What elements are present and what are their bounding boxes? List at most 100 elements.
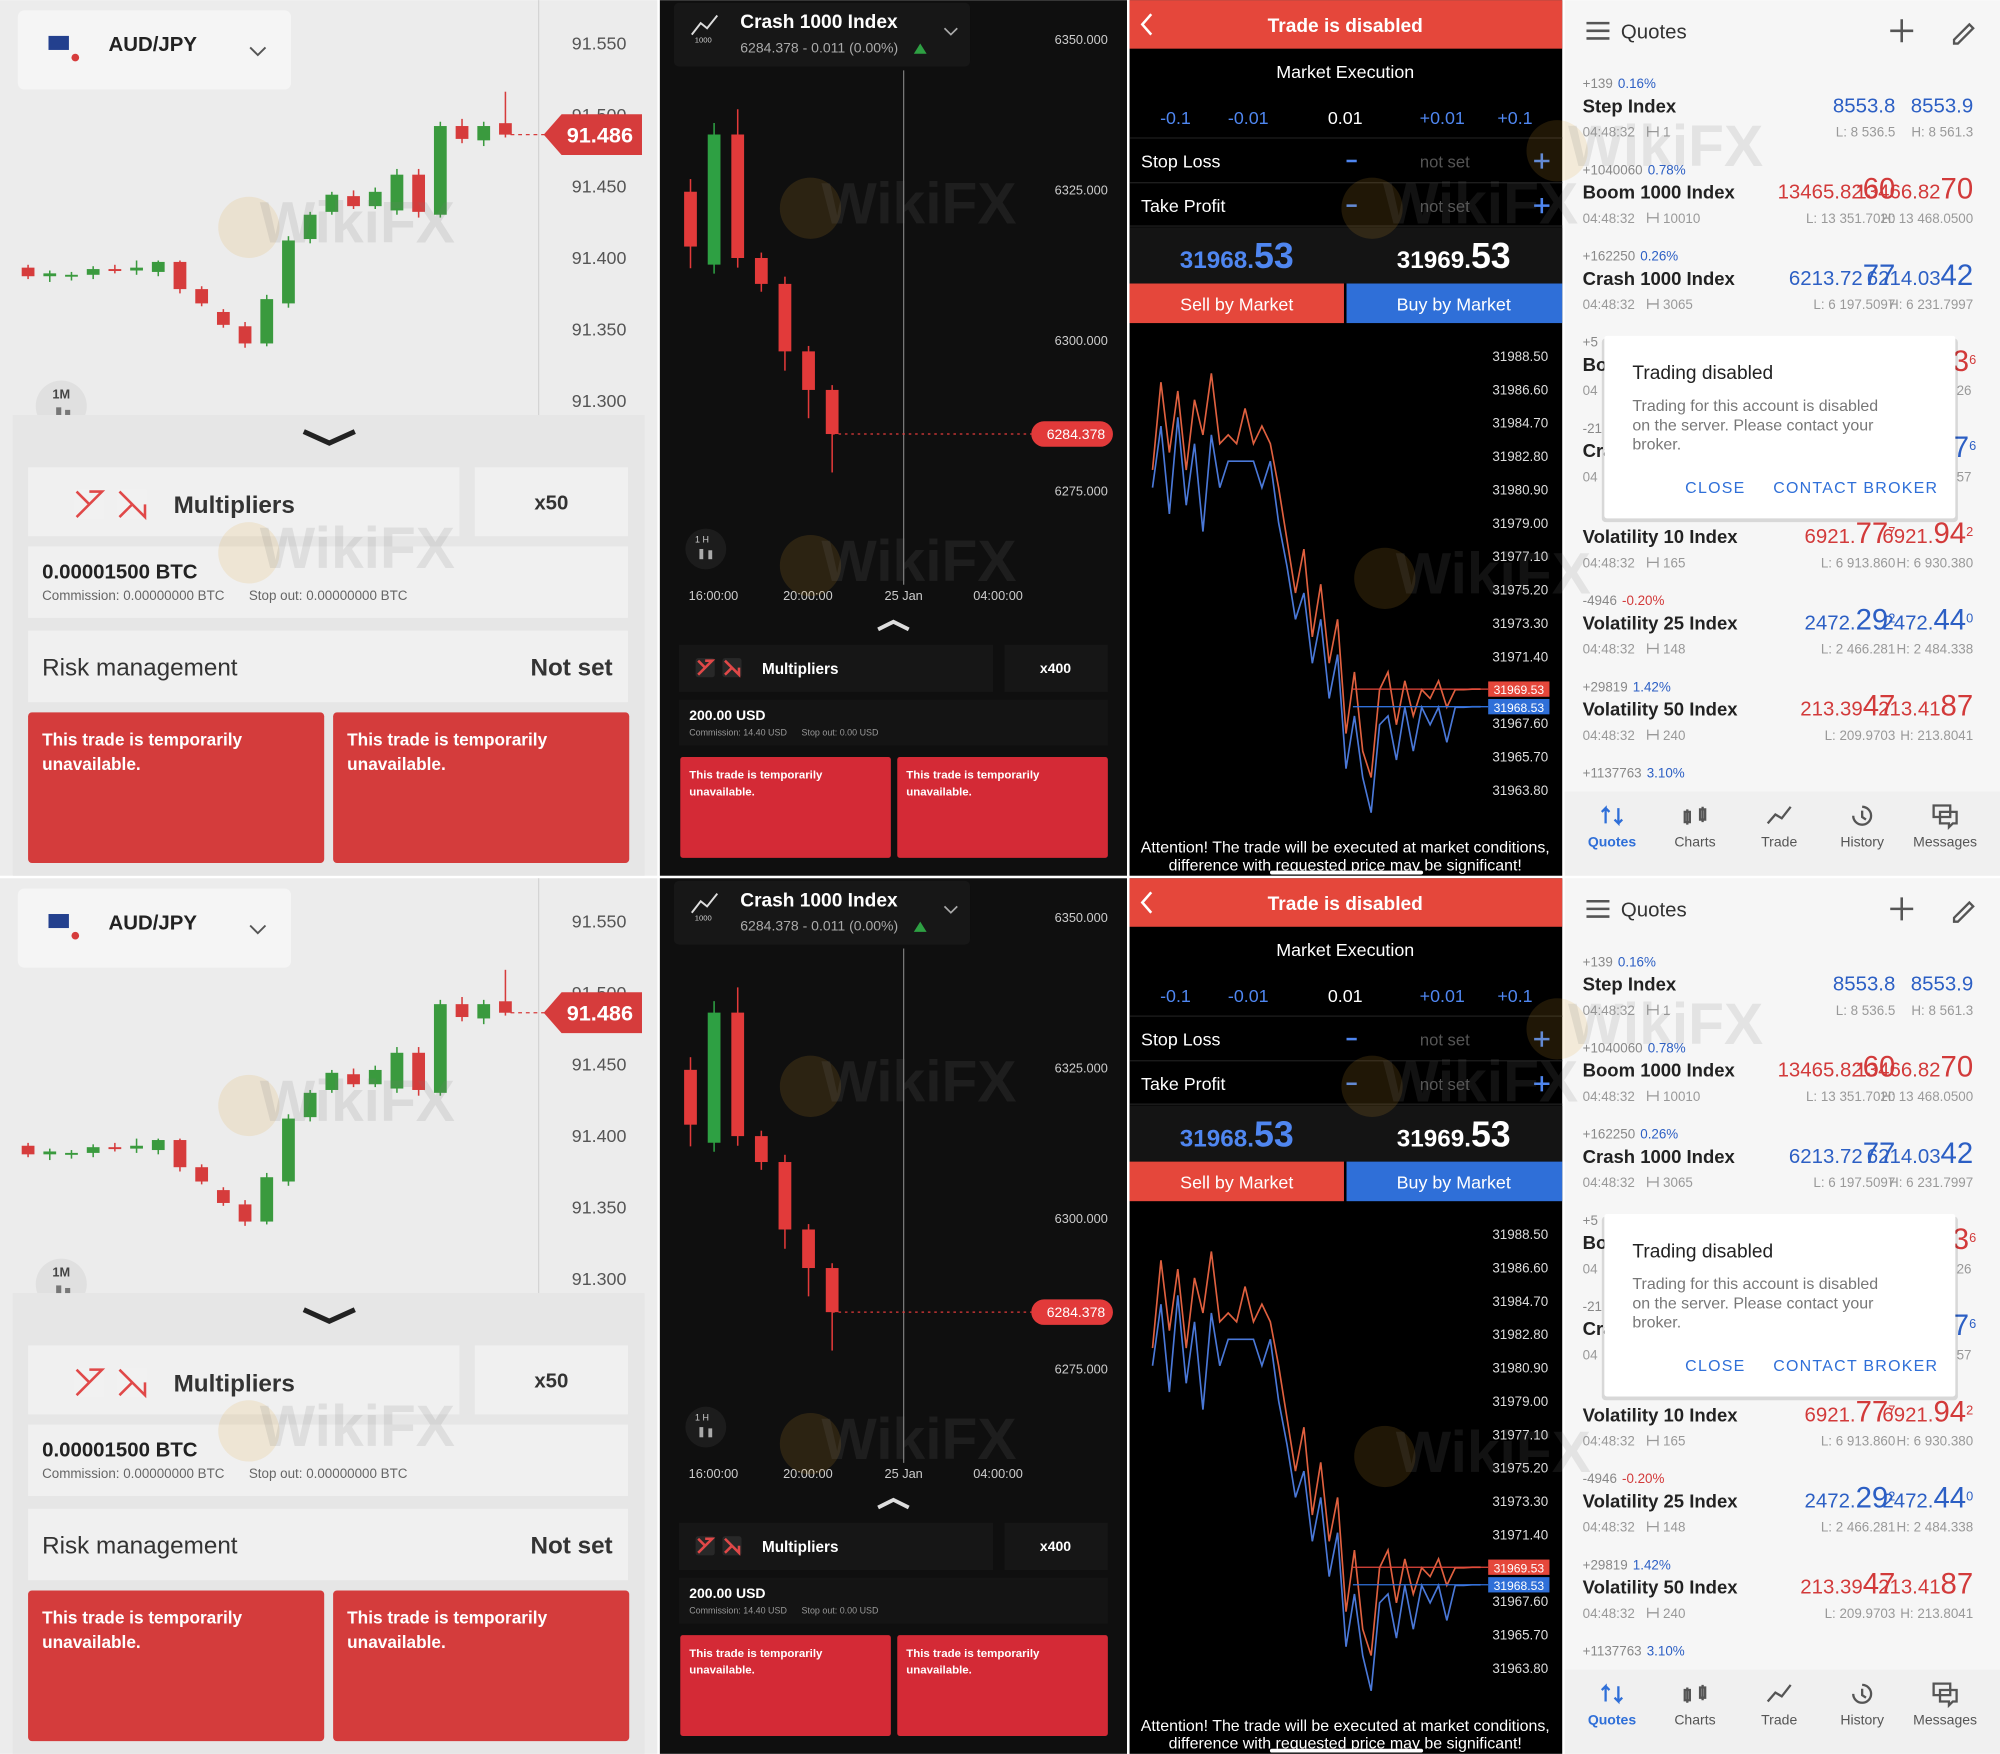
risk-label[interactable]: Risk management	[42, 1532, 238, 1559]
trade-button[interactable]	[680, 757, 891, 858]
stake[interactable]: 200.00 USD	[689, 1585, 765, 1601]
quote-row[interactable]: +139 0.16% Step Index 04:48:32 1 8553.8 8553.9…	[1583, 76, 1974, 140]
volume-step[interactable]: +0.1	[1497, 986, 1532, 1006]
dialog-close[interactable]: CLOSE	[1685, 1358, 1745, 1375]
trade-button-label[interactable]: This trade is temporarily unavailable.	[42, 730, 242, 774]
nav-label[interactable]: History	[1840, 1711, 1884, 1727]
trade-button-label[interactable]: This trade is temporarily unavailable.	[347, 1608, 547, 1652]
nav-icon[interactable]	[1932, 1682, 1958, 1709]
trade-button[interactable]	[28, 1590, 325, 1742]
volume-step[interactable]: -0.1	[1160, 986, 1191, 1006]
dialog-contact[interactable]: CONTACT BROKER	[1773, 480, 1938, 497]
multiplier[interactable]: x400	[1040, 1538, 1071, 1554]
trade-button[interactable]	[680, 1635, 891, 1736]
sell-button[interactable]	[1129, 283, 1344, 324]
quote-row[interactable]: +1040060 0.78% Boom 1000 Index 04:48:32 1001…	[1583, 162, 1974, 226]
execution-mode[interactable]: Market Execution	[1276, 62, 1414, 82]
volume-step[interactable]: +0.01	[1420, 108, 1465, 128]
trade-button[interactable]	[897, 1635, 1108, 1736]
timeframe[interactable]: 1 H	[695, 1413, 709, 1423]
multiplier-box[interactable]	[1004, 1522, 1108, 1571]
timeframe[interactable]: 1 H	[695, 535, 709, 545]
volume-step[interactable]: -0.1	[1160, 108, 1191, 128]
volume-step[interactable]: +0.1	[1497, 108, 1532, 128]
plus-button[interactable]	[1534, 1031, 1550, 1047]
plus-button[interactable]	[1534, 1076, 1550, 1092]
multiplier-box[interactable]	[474, 1345, 628, 1415]
multiplier[interactable]: x400	[1040, 660, 1071, 676]
nav-label[interactable]: Charts	[1674, 1711, 1715, 1727]
buy-button[interactable]	[1346, 283, 1563, 324]
trade-button[interactable]	[897, 757, 1108, 858]
nav-label[interactable]: Charts	[1674, 833, 1715, 849]
buy-button[interactable]	[1346, 1161, 1563, 1202]
nav-label[interactable]: Trade	[1761, 833, 1797, 849]
symbol-selector[interactable]	[673, 2, 971, 67]
collapse-chevron[interactable]	[302, 429, 356, 446]
symbol-selector[interactable]	[673, 880, 971, 945]
nav-label[interactable]: Quotes	[1588, 833, 1636, 849]
quote-row[interactable]: +162250 0.26% Crash 1000 Index 04:48:32 3065…	[1583, 1127, 1974, 1191]
nav-icon[interactable]	[1683, 1684, 1707, 1703]
nav-label[interactable]: Messages	[1913, 833, 1977, 849]
stake-box[interactable]	[28, 546, 628, 618]
trade-type[interactable]: Multipliers	[174, 1370, 295, 1397]
trade-button-label[interactable]: This trade is temporarily unavailable.	[42, 1608, 242, 1652]
quote-row[interactable]: +162250 0.26% Crash 1000 Index 04:48:32 3065…	[1583, 249, 1974, 313]
execution-mode[interactable]: Market Execution	[1276, 940, 1414, 960]
stake[interactable]: 200.00 USD	[689, 707, 765, 723]
field-value[interactable]: not set	[1420, 197, 1470, 216]
trade-button[interactable]	[28, 712, 325, 863]
timeframe-button[interactable]	[685, 1406, 727, 1448]
menu-button[interactable]	[1586, 21, 1610, 40]
quote-row[interactable]: -4946 -0.20% Volatility 25 Index 04:48:32 14…	[1583, 593, 1974, 657]
dialog-contact[interactable]: CONTACT BROKER	[1773, 1358, 1938, 1375]
sell-label[interactable]: Sell by Market	[1180, 1172, 1293, 1192]
stake-box[interactable]	[679, 1577, 1108, 1624]
back-button[interactable]	[1140, 13, 1153, 36]
stake[interactable]: 0.00001500 BTC	[42, 1439, 198, 1461]
volume-step[interactable]: -0.01	[1228, 986, 1269, 1006]
nav-icon[interactable]	[1600, 805, 1624, 827]
stake-box[interactable]	[28, 1424, 628, 1497]
trade-button[interactable]	[333, 712, 630, 863]
quote-row[interactable]: +1137763 3.10%	[1583, 1644, 1685, 1659]
trade-button-label[interactable]: This trade is temporarily unavailable.	[906, 1648, 1040, 1677]
field-value[interactable]: not set	[1420, 1075, 1470, 1094]
nav-icon[interactable]	[1852, 1683, 1873, 1704]
timeframe-button[interactable]	[685, 528, 727, 570]
trade-button-label[interactable]: This trade is temporarily unavailable.	[347, 730, 547, 774]
add-button[interactable]	[1890, 897, 1914, 921]
stake-box[interactable]	[679, 699, 1108, 746]
risk-value[interactable]: Not set	[530, 1532, 612, 1559]
nav-label[interactable]: History	[1840, 833, 1884, 849]
plus-button[interactable]	[1534, 153, 1550, 169]
stake[interactable]: 0.00001500 BTC	[42, 561, 198, 583]
buy-label[interactable]: Buy by Market	[1397, 1172, 1511, 1192]
quote-row[interactable]: +1040060 0.78% Boom 1000 Index 04:48:32 1001…	[1583, 1040, 1974, 1104]
nav-icon[interactable]	[1683, 806, 1707, 825]
trade-type-box[interactable]	[28, 1345, 460, 1415]
nav-label[interactable]: Quotes	[1588, 1711, 1636, 1727]
sell-button[interactable]	[1129, 1161, 1344, 1202]
timeframe[interactable]: 1M	[52, 386, 70, 401]
edit-button[interactable]	[1952, 22, 1975, 45]
nav-icon[interactable]	[1852, 805, 1873, 826]
field-value[interactable]: not set	[1420, 1030, 1470, 1049]
nav-icon[interactable]	[1766, 806, 1792, 825]
quote-row[interactable]: +5 Bo 04 36 26	[1583, 335, 1977, 399]
trade-button-label[interactable]: This trade is temporarily unavailable.	[689, 1648, 823, 1677]
quote-row[interactable]: +29819 1.42% Volatility 50 Index 04:48:32 24…	[1583, 679, 1974, 743]
nav-icon[interactable]	[1766, 1684, 1792, 1703]
volume-step[interactable]: -0.01	[1228, 108, 1269, 128]
field-value[interactable]: not set	[1420, 152, 1470, 171]
risk-value[interactable]: Not set	[530, 654, 612, 681]
multiplier-box[interactable]	[1004, 644, 1108, 692]
expand-chevron[interactable]	[877, 1497, 910, 1510]
risk-box[interactable]	[28, 1508, 628, 1581]
trade-button-label[interactable]: This trade is temporarily unavailable.	[906, 770, 1040, 799]
expand-chevron[interactable]	[877, 619, 910, 632]
